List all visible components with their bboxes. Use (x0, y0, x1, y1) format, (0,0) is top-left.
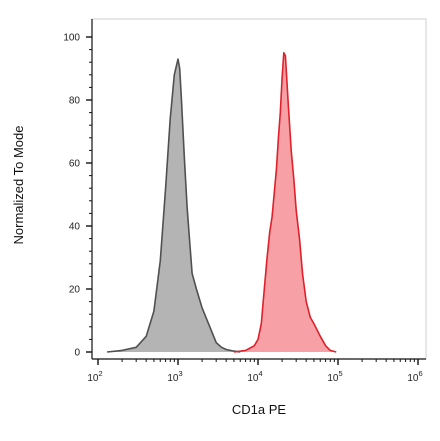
x-tick-label-exponent: 5 (338, 369, 342, 378)
y-tick-label: 20 (69, 285, 81, 296)
x-tick-label-base: 10 (87, 373, 99, 384)
y-tick-label: 0 (74, 348, 80, 359)
x-tick-label-base: 10 (327, 373, 339, 384)
series-layer (107, 52, 337, 353)
series-1-line (107, 58, 241, 353)
x-tick-label-exponent: 2 (98, 369, 102, 378)
series-2-line (233, 52, 337, 353)
x-tick-label-base: 10 (247, 373, 259, 384)
x-tick-label-base: 10 (167, 373, 179, 384)
x-tick-label-exponent: 6 (418, 369, 422, 378)
series-2-area (233, 52, 337, 353)
x-tick-label-exponent: 3 (178, 369, 182, 378)
y-tick-label: 80 (69, 96, 81, 107)
x-tick-label-base: 10 (407, 373, 419, 384)
series-1-area (107, 59, 241, 352)
plot-frame (91, 18, 427, 360)
x-tick-label: 102 (87, 369, 102, 384)
y-tick-label: 60 (69, 159, 81, 170)
x-tick-label: 105 (327, 369, 342, 384)
x-axis-title: CD1a PE (232, 402, 287, 417)
y-tick-label: 40 (69, 222, 81, 233)
y-axis-title: Normalized To Mode (11, 126, 26, 245)
x-tick-label: 106 (407, 369, 422, 384)
x-tick-label: 103 (167, 369, 182, 384)
x-axis: 102 103 104 105 106 (87, 358, 426, 384)
y-axis: 0 20 40 60 80 100 (63, 19, 93, 359)
y-tick-label: 100 (63, 33, 80, 44)
x-tick-label-exponent: 4 (258, 369, 262, 378)
x-tick-label: 104 (247, 369, 262, 384)
